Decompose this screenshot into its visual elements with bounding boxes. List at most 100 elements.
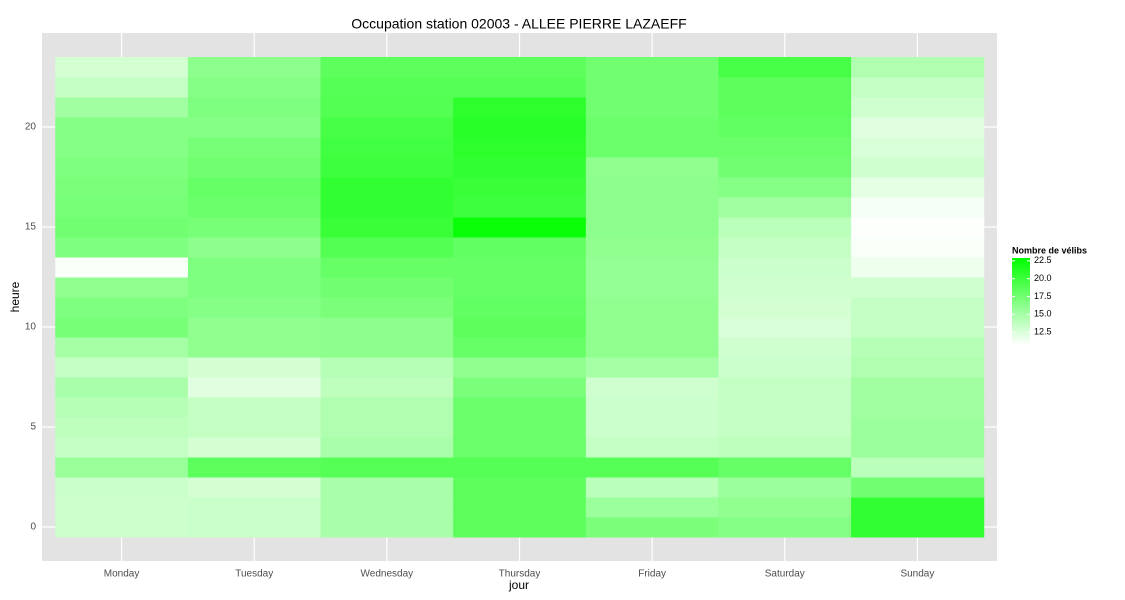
heat-cell bbox=[718, 197, 852, 218]
heat-cell bbox=[187, 477, 322, 498]
heat-cell bbox=[585, 217, 719, 238]
heat-cell bbox=[718, 497, 852, 518]
heat-cell bbox=[718, 417, 852, 438]
heat-cell bbox=[585, 517, 719, 538]
heat-cell bbox=[55, 57, 189, 78]
heat-cell bbox=[851, 457, 985, 478]
heat-cell bbox=[851, 257, 985, 278]
heat-cell bbox=[585, 237, 719, 258]
chart-title: Occupation station 02003 - ALLEE PIERRE … bbox=[351, 16, 686, 32]
heat-cell bbox=[585, 437, 719, 458]
heat-cell bbox=[320, 157, 454, 178]
heat-cell bbox=[320, 177, 454, 198]
heat-cell bbox=[55, 337, 189, 358]
heat-cell bbox=[585, 397, 719, 418]
heat-cell bbox=[851, 497, 985, 518]
heat-cell bbox=[851, 377, 985, 398]
heat-cell bbox=[320, 417, 454, 438]
heat-cell bbox=[453, 317, 587, 338]
heat-cell bbox=[320, 497, 454, 518]
heat-cell bbox=[851, 437, 985, 458]
heat-cell bbox=[320, 237, 454, 258]
heat-cell bbox=[320, 77, 454, 98]
heat-cell bbox=[320, 97, 454, 118]
heat-cell bbox=[851, 357, 985, 378]
heat-cell bbox=[453, 77, 587, 98]
heat-cell bbox=[55, 237, 189, 258]
heat-cell bbox=[585, 197, 719, 218]
heat-cell bbox=[453, 417, 587, 438]
heat-cell bbox=[851, 277, 985, 298]
heat-cell bbox=[187, 217, 322, 238]
heat-cell bbox=[453, 137, 587, 158]
x-tick-label: Thursday bbox=[499, 569, 541, 580]
y-tick-label: 5 bbox=[30, 422, 36, 433]
legend-tick-label: 12.5 bbox=[1034, 327, 1052, 337]
heat-cell bbox=[585, 57, 719, 78]
heat-cell bbox=[851, 477, 985, 498]
heat-cell bbox=[55, 257, 189, 278]
heat-cell bbox=[187, 117, 322, 138]
heat-cell bbox=[453, 437, 587, 458]
heat-cell bbox=[55, 197, 189, 218]
heat-cell bbox=[718, 137, 852, 158]
heat-cell bbox=[320, 377, 454, 398]
y-tick-label: 15 bbox=[25, 222, 37, 233]
heat-cell bbox=[187, 517, 322, 538]
heat-cell bbox=[718, 317, 852, 338]
heat-cell bbox=[851, 197, 985, 218]
heat-cell bbox=[320, 397, 454, 418]
heat-cell bbox=[585, 317, 719, 338]
heat-cell bbox=[585, 417, 719, 438]
heat-cell bbox=[187, 57, 322, 78]
heat-cell bbox=[187, 77, 322, 98]
heat-cell bbox=[585, 497, 719, 518]
heat-cell bbox=[585, 177, 719, 198]
heat-cell bbox=[718, 377, 852, 398]
heat-cell bbox=[851, 137, 985, 158]
heat-cell bbox=[55, 317, 189, 338]
heat-cell bbox=[718, 257, 852, 278]
heat-cell bbox=[453, 337, 587, 358]
heat-cell bbox=[187, 237, 322, 258]
heat-cell bbox=[187, 197, 322, 218]
heat-cell bbox=[320, 437, 454, 458]
heat-cell bbox=[718, 57, 852, 78]
heat-cell bbox=[187, 417, 322, 438]
heat-cell bbox=[585, 117, 719, 138]
heat-cell bbox=[187, 277, 322, 298]
heat-cell bbox=[55, 97, 189, 118]
heat-cell bbox=[585, 377, 719, 398]
heat-cell bbox=[55, 397, 189, 418]
heat-cell bbox=[187, 377, 322, 398]
heat-cell bbox=[453, 217, 587, 238]
heat-cell bbox=[320, 137, 454, 158]
heat-cell bbox=[718, 77, 852, 98]
heat-cell bbox=[320, 457, 454, 478]
heat-cell bbox=[187, 157, 322, 178]
heat-cell bbox=[55, 157, 189, 178]
heat-cell bbox=[55, 437, 189, 458]
heat-cell bbox=[585, 157, 719, 178]
heat-cell bbox=[585, 357, 719, 378]
heat-cell bbox=[718, 437, 852, 458]
heat-cell bbox=[187, 297, 322, 318]
heat-cell bbox=[187, 497, 322, 518]
heat-cell bbox=[320, 317, 454, 338]
heat-cell bbox=[585, 277, 719, 298]
heat-cell bbox=[187, 457, 322, 478]
heat-cell bbox=[453, 57, 587, 78]
heat-cell bbox=[585, 77, 719, 98]
heat-cell bbox=[851, 77, 985, 98]
heat-cell bbox=[187, 337, 322, 358]
x-tick-label: Wednesday bbox=[361, 569, 414, 580]
heat-cell bbox=[585, 297, 719, 318]
heat-cell bbox=[187, 437, 322, 458]
x-tick-label: Saturday bbox=[765, 569, 805, 580]
heat-cell bbox=[851, 297, 985, 318]
heat-cell bbox=[320, 517, 454, 538]
heat-cell bbox=[55, 377, 189, 398]
heat-cell bbox=[453, 117, 587, 138]
heat-cell bbox=[718, 177, 852, 198]
